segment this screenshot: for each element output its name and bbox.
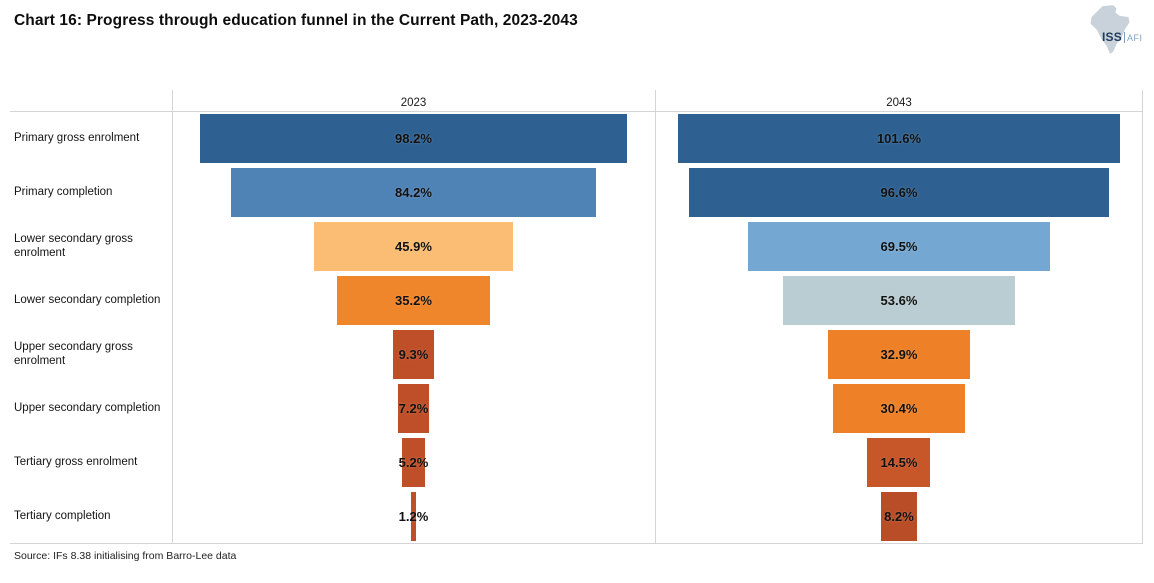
logo-divider (1123, 31, 1125, 43)
funnel-bar-2043: 69.5% (748, 221, 1050, 271)
bar-value-label: 7.2% (398, 400, 429, 416)
bar-value-label: 9.3% (398, 346, 429, 362)
frame-line-top (10, 111, 1143, 112)
category-label: Tertiary completion (14, 510, 111, 522)
funnel-bar-2023: 7.2% (397, 383, 430, 433)
frame-line-middle (655, 90, 656, 543)
category-label: Upper secondary gross enrolment (14, 341, 133, 367)
frame-line-left (172, 90, 173, 543)
bar-value-label: 1.2% (398, 508, 429, 524)
panel-header-2023: 2023 (400, 97, 427, 109)
funnel-bar-2043: 8.2% (881, 491, 917, 541)
frame-line-right (1142, 90, 1143, 543)
iss-afi-logo: ISS AFI (1088, 4, 1146, 56)
bar-value-label: 32.9% (880, 346, 918, 362)
africa-map-icon (1090, 5, 1130, 54)
bar-value-label: 98.2% (395, 130, 432, 146)
panel-header-2043: 2043 (886, 97, 912, 109)
bar-value-label: 35.2% (395, 292, 432, 308)
bar-value-label: 45.9% (395, 238, 432, 254)
category-label: Tertiary gross enrolment (14, 456, 138, 468)
category-label: Lower secondary gross enrolment (14, 233, 133, 259)
funnel-bar-2023: 5.2% (399, 437, 428, 487)
funnel-bar-2023: 45.9% (313, 221, 514, 271)
bar-value-label: 96.6% (880, 184, 918, 200)
source-note: Source: IFs 8.38 initialising from Barro… (14, 550, 237, 562)
bar-value-label: 8.2% (884, 508, 914, 524)
funnel-bar-2043: 53.6% (782, 275, 1016, 325)
funnel-bar-2043: 96.6% (689, 167, 1109, 217)
funnel-bar-2043: 32.9% (827, 329, 971, 379)
category-label: Lower secondary completion (14, 294, 161, 306)
bar-value-label: 69.5% (880, 238, 918, 254)
bar-value-label: 5.2% (398, 454, 429, 470)
funnel-bar-2023: 9.3% (393, 329, 434, 379)
category-label: Primary completion (14, 186, 113, 198)
chart-title: Chart 16: Progress through education fun… (14, 12, 578, 29)
bar-value-label: 14.5% (880, 454, 918, 470)
funnel-bar-2043: 14.5% (867, 437, 931, 487)
logo-text: ISS AFI (1102, 30, 1142, 44)
category-label: Upper secondary completion (14, 402, 161, 414)
logo-unit-label: AFI (1126, 33, 1143, 43)
bar-value-label: 30.4% (880, 400, 918, 416)
bar-value-label: 53.6% (880, 292, 918, 308)
funnel-bar-2043: 101.6% (678, 113, 1120, 163)
bar-value-label: 101.6% (876, 130, 922, 146)
category-label: Primary gross enrolment (14, 132, 140, 144)
frame-line-bottom (10, 543, 1143, 544)
bar-value-label: 84.2% (395, 184, 432, 200)
funnel-bar-2023: 35.2% (337, 275, 490, 325)
funnel-bar-2023: 98.2% (200, 113, 627, 163)
logo-org-label: ISS (1102, 30, 1122, 44)
funnel-bar-2043: 30.4% (832, 383, 966, 433)
funnel-bar-2023: 1.2% (399, 491, 428, 541)
funnel-bar-2023: 84.2% (230, 167, 597, 217)
